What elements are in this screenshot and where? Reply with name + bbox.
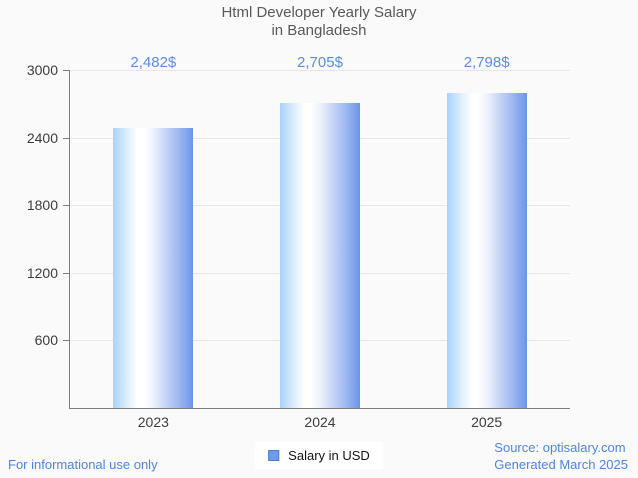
source-note: Source: optisalary.com Generated March 2… bbox=[494, 439, 628, 473]
legend-label: Salary in USD bbox=[288, 448, 370, 463]
x-axis-label: 2024 bbox=[304, 414, 336, 430]
y-axis-label: 1800 bbox=[26, 197, 58, 214]
value-label: 2,482$ bbox=[130, 54, 177, 71]
x-axis-label: 2025 bbox=[471, 414, 503, 430]
y-axis-tick bbox=[63, 340, 70, 342]
chart-title: Html Developer Yearly Salary in Banglade… bbox=[0, 4, 638, 40]
y-axis-label: 3000 bbox=[26, 62, 58, 78]
plot-area: 600 1200 1800 2400 3000 2,482$ 2023 2,705$ 2024 2… bbox=[27, 54, 570, 430]
chart-title-line-1: Html Developer Yearly Salary bbox=[221, 4, 417, 21]
x-axis-label: 2023 bbox=[137, 414, 169, 430]
bar bbox=[280, 103, 360, 408]
y-axis-label: 2400 bbox=[26, 129, 58, 146]
value-label: 2,798$ bbox=[463, 54, 510, 71]
legend: Salary in USD bbox=[255, 442, 383, 469]
y-axis-tick bbox=[63, 70, 70, 71]
bar bbox=[446, 92, 527, 408]
chart-title-line-2: in Bangladesh bbox=[271, 22, 367, 39]
y-axis-label: 600 bbox=[34, 332, 58, 349]
value-label: 2,705$ bbox=[297, 54, 343, 71]
generated-line: Generated March 2025 bbox=[494, 457, 628, 472]
source-line: Source: optisalary.com bbox=[494, 440, 626, 455]
y-axis-label: 1200 bbox=[26, 264, 58, 281]
legend-marker-icon bbox=[268, 450, 280, 461]
y-axis-tick bbox=[63, 205, 70, 207]
gridline bbox=[70, 70, 570, 71]
y-axis-tick bbox=[63, 137, 70, 139]
bar bbox=[113, 128, 194, 408]
y-axis-tick bbox=[63, 272, 70, 274]
disclaimer-note: For informational use only bbox=[8, 457, 158, 472]
